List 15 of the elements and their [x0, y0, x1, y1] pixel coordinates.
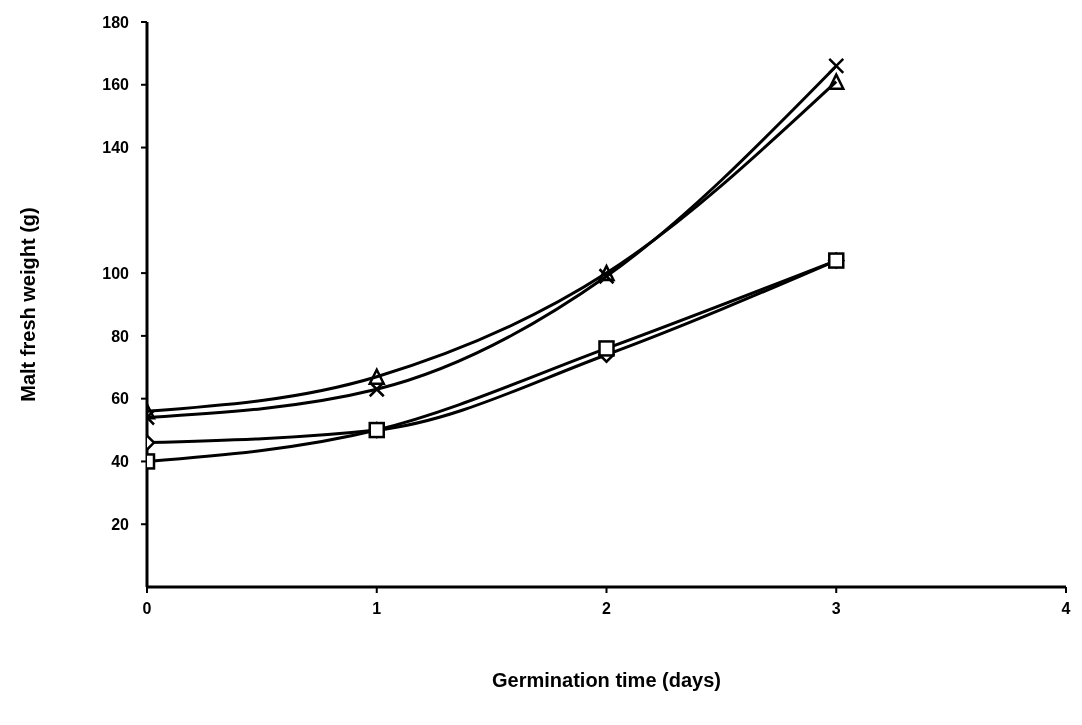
y-tick-label: 160 [102, 76, 130, 94]
y-tick-label: 60 [111, 390, 130, 408]
y-tick-label: 180 [102, 13, 130, 31]
y-tick-label: 80 [111, 327, 130, 345]
x-axis-title: Germination time (days) [492, 669, 721, 691]
y-tick-label: 20 [111, 515, 130, 533]
x-tick-label: 2 [602, 600, 612, 618]
y-tick-label: 40 [111, 453, 130, 471]
y-axis-title: Malt fresh weight (g) [17, 207, 40, 402]
y-tick-label: 140 [102, 139, 130, 157]
x-tick-label: 0 [142, 600, 152, 618]
x-tick-label: 4 [1061, 600, 1071, 618]
x-tick-label: 3 [831, 600, 841, 618]
x-tick-label: 1 [372, 600, 382, 618]
y-tick-label: 100 [102, 264, 130, 282]
